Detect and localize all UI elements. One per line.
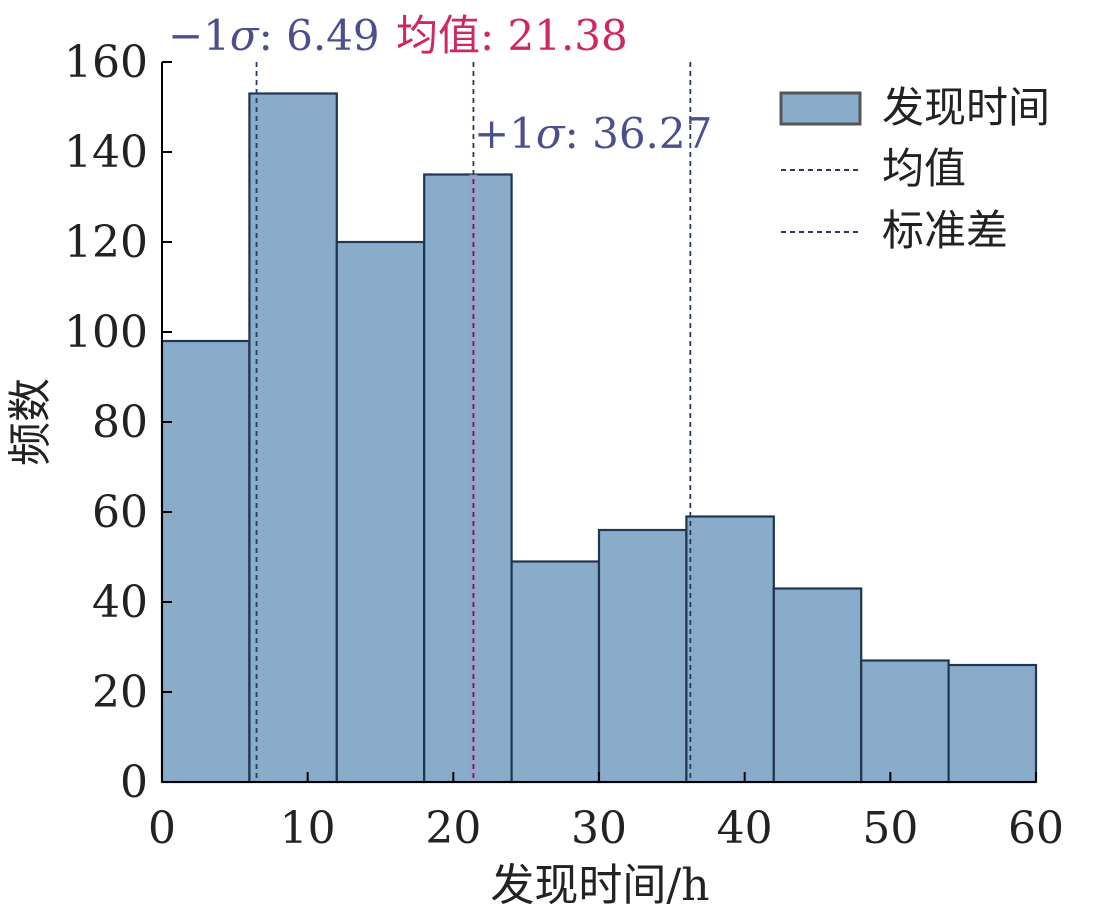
- x-tick-label: 50: [862, 803, 918, 854]
- histogram-bar: [335, 240, 426, 784]
- minus-sigma-value: : 6.49: [259, 11, 380, 60]
- histogram-bar: [597, 528, 688, 784]
- x-tick-label: 10: [280, 803, 336, 854]
- x-tick-label: 0: [148, 803, 176, 854]
- y-axis-label: 频数: [5, 378, 56, 466]
- histogram-bar: [248, 92, 338, 784]
- histogram-bar: [947, 663, 1038, 784]
- minus-sigma-annotation: −1σ: 6.49: [168, 11, 380, 60]
- legend-hist-swatch: [779, 91, 862, 126]
- x-ticks-group: 0 10 20 30 40 50 60: [148, 772, 1064, 854]
- y-tick-label: 100: [64, 307, 148, 358]
- y-ticks-group: 0 20 40 60 80 100 120 140 160: [64, 37, 172, 808]
- y-tick-label: 80: [92, 397, 148, 448]
- minus-sigma-symbol: σ: [230, 11, 260, 60]
- y-tick-label: 160: [64, 37, 148, 88]
- reference-lines-group: [255, 62, 692, 782]
- bars-group: [160, 92, 1038, 784]
- histogram-bar: [685, 515, 775, 784]
- legend: 发现时间 均值 标准差: [779, 83, 1050, 255]
- plus-sigma-prefix: +1: [474, 109, 536, 158]
- x-tick-label: 20: [425, 803, 481, 854]
- histogram-bar: [860, 659, 950, 784]
- x-tick-label: 30: [571, 803, 627, 854]
- y-tick-label: 20: [92, 667, 148, 718]
- histogram-bar: [160, 339, 251, 784]
- minus-sigma-prefix: −1: [168, 11, 230, 60]
- x-axis-label: 发现时间/h: [490, 860, 709, 911]
- legend-hist-label: 发现时间: [882, 83, 1050, 132]
- histogram-bar: [772, 587, 863, 784]
- histogram-bar: [510, 560, 601, 784]
- x-tick-label: 60: [1008, 803, 1064, 854]
- y-tick-label: 140: [64, 127, 148, 178]
- x-tick-label: 40: [717, 803, 773, 854]
- plus-sigma-symbol: σ: [536, 109, 566, 158]
- mean-annotation: 均值: 21.38: [396, 11, 628, 60]
- legend-std-label: 标准差: [882, 206, 1008, 255]
- legend-mean-label: 均值: [882, 144, 966, 193]
- plus-sigma-annotation: +1σ: 36.27: [474, 109, 712, 158]
- y-tick-label: 0: [120, 757, 148, 808]
- histogram-bar: [423, 173, 513, 784]
- y-tick-label: 120: [64, 217, 148, 268]
- y-tick-label: 40: [92, 577, 148, 628]
- y-tick-label: 60: [92, 487, 148, 538]
- plus-sigma-value: : 36.27: [565, 109, 713, 158]
